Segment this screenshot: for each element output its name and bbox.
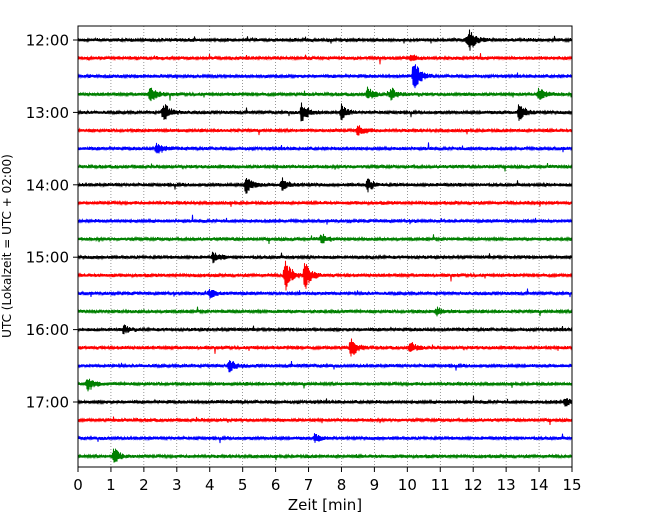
trace-row (77, 214, 573, 225)
plot-area (78, 26, 572, 467)
trace-row (77, 64, 573, 89)
trace-row (77, 338, 573, 357)
trace-row (77, 416, 573, 425)
x-axis-label: Zeit [min] (288, 496, 362, 514)
trace-row (77, 233, 573, 244)
x-axis-ticks: 0 1 2 3 4 5 6 7 8 9 10 11 12 13 14 15 (73, 467, 582, 494)
trace-row (77, 448, 573, 463)
trace-row (77, 29, 573, 51)
trace-row (77, 260, 573, 291)
trace-row (77, 177, 573, 194)
x-tick-label: 4 (205, 476, 215, 494)
trace-row (77, 142, 573, 154)
plot-border (77, 25, 573, 468)
trace-row (77, 102, 573, 122)
x-tick-label: 15 (562, 476, 581, 494)
x-tick-label: 7 (304, 476, 314, 494)
x-tick-label: 13 (497, 476, 516, 494)
x-tick-label: 6 (271, 476, 281, 494)
trace-row (77, 53, 573, 65)
trace-row (77, 395, 573, 407)
x-tick-label: 11 (431, 476, 450, 494)
y-tick-label: 14:00 (26, 176, 69, 194)
trace-row (77, 360, 573, 373)
trace-row (77, 199, 573, 207)
trace-row (77, 378, 573, 392)
trace-row (77, 162, 573, 172)
x-tick-label: 3 (172, 476, 182, 494)
trace-row (77, 86, 573, 102)
y-tick-label: 16:00 (26, 321, 69, 339)
trace-row (77, 288, 573, 299)
x-tick-label: 1 (106, 476, 116, 494)
x-tick-label: 5 (238, 476, 248, 494)
trace-row (77, 324, 573, 335)
trace-row (77, 306, 573, 317)
x-tick-label: 8 (337, 476, 347, 494)
y-tick-label: 17:00 (26, 394, 69, 412)
x-tick-label: 2 (139, 476, 149, 494)
trace-row (77, 433, 573, 444)
trace-row (77, 125, 573, 136)
trace-rows (77, 29, 573, 463)
y-axis-label: UTC (Lokalzeit = UTC + 02:00) (0, 154, 14, 338)
y-tick-label: 15:00 (26, 249, 69, 267)
y-axis-ticks: 12:00 13:00 14:00 15:00 16:00 17:00 (26, 32, 78, 412)
trace-row (77, 251, 573, 264)
x-tick-label: 14 (530, 476, 549, 494)
y-tick-label: 13:00 (26, 104, 69, 122)
x-tick-label: 0 (73, 476, 83, 494)
x-tick-label: 12 (464, 476, 483, 494)
y-tick-label: 12:00 (26, 32, 69, 50)
x-tick-label: 10 (398, 476, 417, 494)
x-tick-label: 9 (370, 476, 380, 494)
